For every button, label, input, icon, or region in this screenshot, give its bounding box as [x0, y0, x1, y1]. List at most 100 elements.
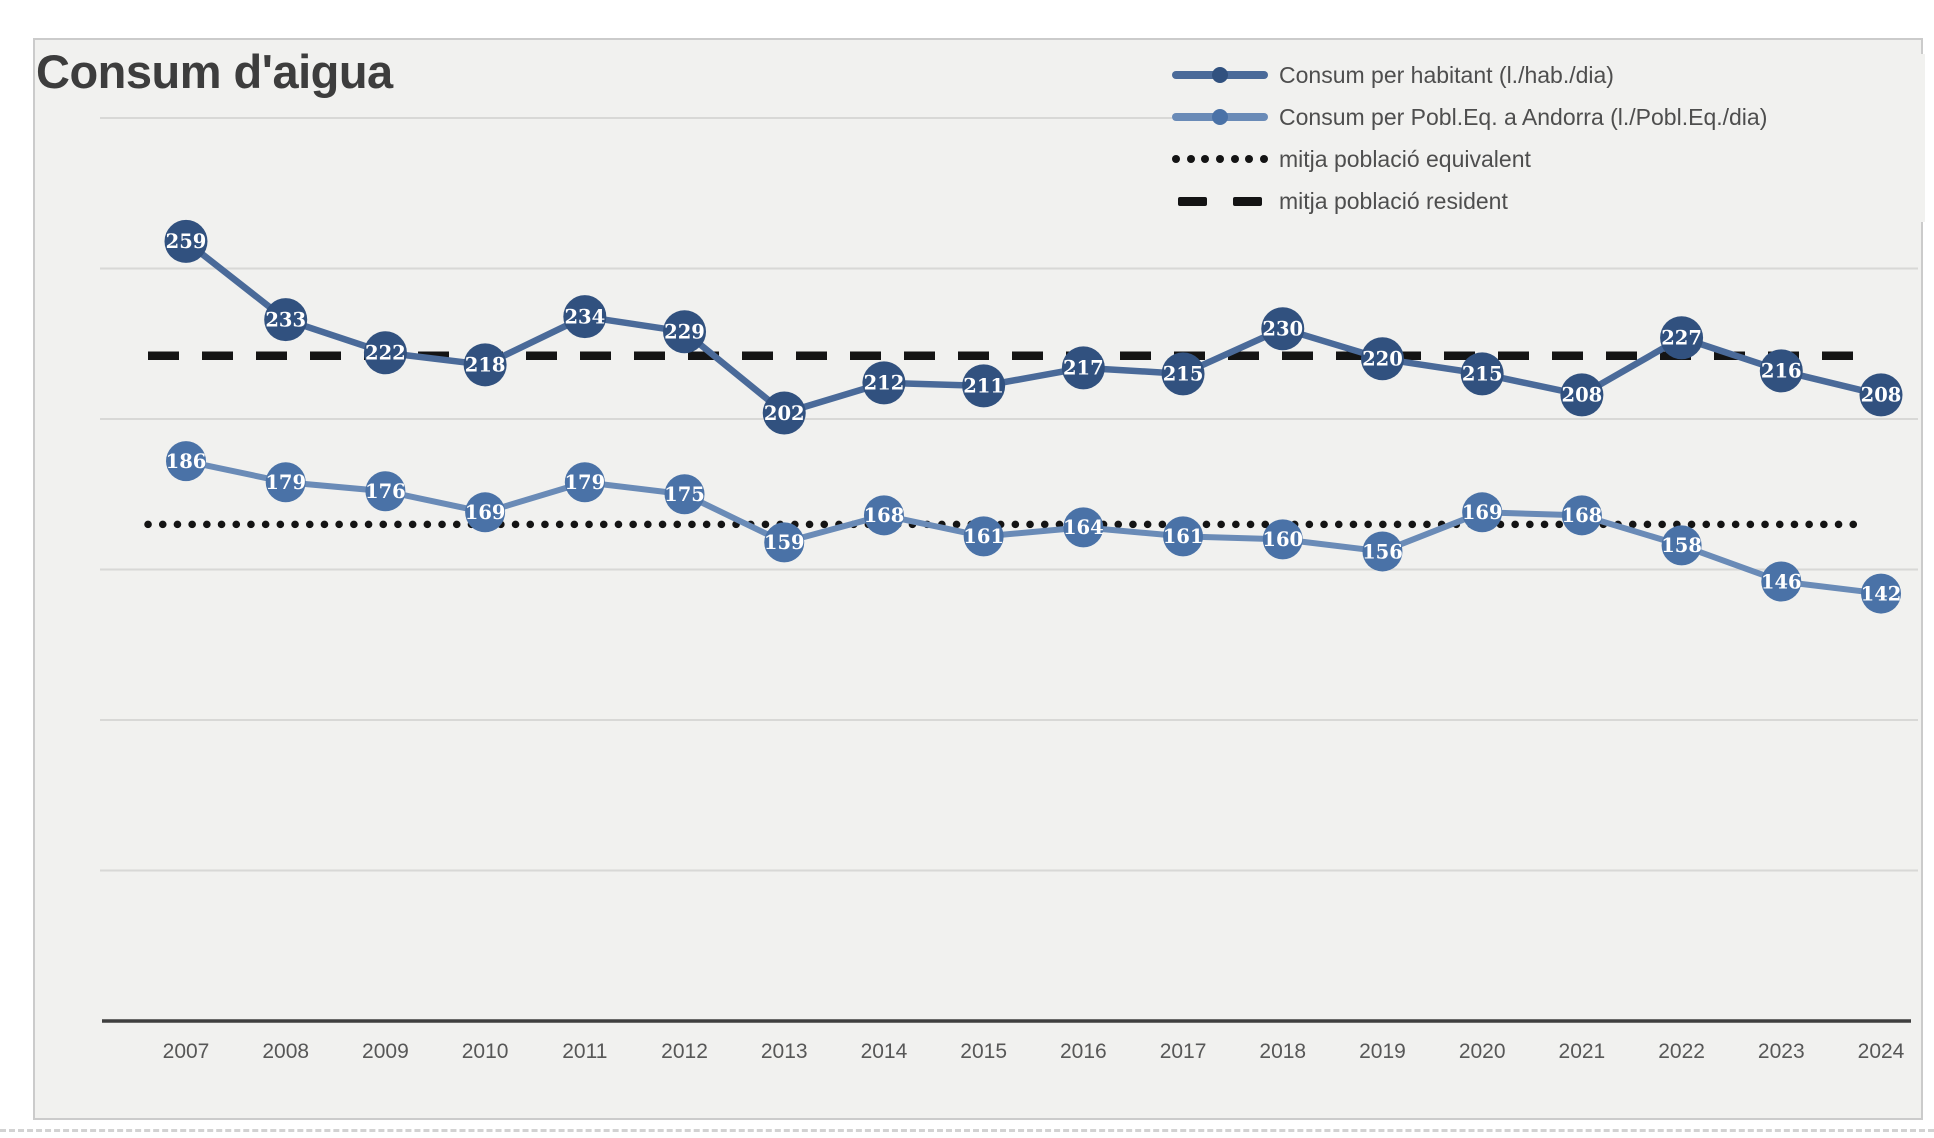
data-point-marker	[762, 391, 806, 435]
data-point-marker	[862, 361, 906, 405]
data-point-label: 159	[764, 531, 805, 554]
data-point-marker	[664, 474, 705, 515]
data-point-label: 169	[465, 501, 506, 524]
data-point-marker	[1262, 519, 1303, 560]
dotted-line-swatch-icon	[1172, 150, 1268, 168]
line-marker-swatch-icon	[1172, 66, 1268, 84]
data-point-label: 212	[864, 372, 905, 395]
legend-marker-icon	[1212, 67, 1228, 83]
data-point-label: 161	[963, 525, 1004, 548]
data-point-label: 215	[1163, 363, 1204, 386]
data-point-marker	[1462, 492, 1503, 533]
data-point-label: 215	[1462, 363, 1503, 386]
data-point-label: 175	[664, 483, 705, 506]
x-axis-label: 2017	[1160, 1040, 1207, 1063]
data-point-label: 156	[1362, 540, 1403, 563]
x-axis-label: 2014	[861, 1040, 908, 1063]
data-point-label: 176	[365, 480, 406, 503]
data-point-marker	[663, 310, 707, 354]
data-point-marker	[1360, 337, 1404, 381]
line-marker-swatch-icon	[1172, 108, 1268, 126]
data-point-label: 179	[564, 471, 605, 494]
data-point-marker	[1660, 316, 1704, 360]
x-axis-label: 2012	[661, 1040, 708, 1063]
data-point-label: 222	[365, 342, 406, 365]
data-point-marker	[1661, 525, 1702, 566]
data-point-marker	[1161, 352, 1205, 396]
x-axis-label: 2020	[1459, 1040, 1506, 1063]
data-point-label: 208	[1861, 384, 1902, 407]
x-axis-label: 2024	[1858, 1040, 1905, 1063]
data-point-label: 186	[166, 450, 207, 473]
data-point-label: 142	[1861, 582, 1902, 605]
chart-title: Consum d'aigua	[36, 45, 393, 98]
data-point-label: 158	[1661, 534, 1702, 557]
data-point-marker	[1761, 561, 1802, 602]
dashed-line-swatch-icon	[1172, 192, 1268, 210]
legend-label: mitja població equivalent	[1279, 145, 1531, 172]
data-point-marker	[1861, 573, 1901, 614]
x-axis-label: 2018	[1259, 1040, 1306, 1063]
x-axis-label: 2023	[1758, 1040, 1805, 1063]
x-axis-label: 2010	[462, 1040, 509, 1063]
data-point-marker	[463, 343, 507, 387]
data-point-marker	[1061, 346, 1105, 390]
page-bottom-divider	[0, 1129, 1934, 1132]
data-point-marker	[363, 331, 407, 375]
legend-marker-icon	[1212, 109, 1228, 125]
data-point-marker	[265, 462, 306, 503]
data-point-label: 146	[1761, 570, 1802, 593]
x-axis-label: 2007	[163, 1040, 210, 1063]
data-point-label: 229	[664, 321, 705, 344]
x-axis-label: 2021	[1559, 1040, 1606, 1063]
data-point-label: 169	[1462, 501, 1503, 524]
data-point-marker	[1759, 349, 1803, 393]
data-point-label: 202	[764, 402, 805, 425]
data-point-label: 164	[1063, 516, 1104, 539]
legend-item-mitja-resident: mitja població resident	[1172, 180, 1925, 222]
x-axis-label: 2011	[562, 1040, 607, 1063]
data-point-marker	[863, 495, 904, 536]
data-point-marker	[1063, 507, 1104, 548]
data-point-label: 216	[1761, 360, 1802, 383]
data-point-marker	[1362, 531, 1403, 572]
x-axis-label: 2015	[960, 1040, 1007, 1063]
series-line-1	[182, 238, 1885, 417]
data-point-marker	[1163, 516, 1204, 557]
x-axis-label: 2013	[761, 1040, 808, 1063]
legend-item-consum-pobl-eq: Consum per Pobl.Eq. a Andorra (l./Pobl.E…	[1172, 96, 1925, 138]
data-point-marker	[1460, 352, 1504, 396]
legend-label: mitja població resident	[1279, 187, 1508, 214]
data-point-label: 259	[166, 230, 207, 253]
data-point-marker	[164, 219, 208, 263]
data-point-marker	[764, 522, 805, 563]
data-point-marker	[962, 364, 1006, 408]
data-point-label: 220	[1362, 348, 1403, 371]
data-point-label: 234	[564, 305, 605, 328]
x-axis-label: 2008	[262, 1040, 309, 1063]
legend-item-mitja-equivalent: mitja població equivalent	[1172, 138, 1925, 180]
data-point-marker	[465, 492, 506, 533]
legend-item-consum-habitant: Consum per habitant (l./hab./dia)	[1172, 54, 1925, 96]
data-point-label: 160	[1262, 528, 1303, 551]
data-point-marker	[1561, 495, 1602, 536]
x-axis-label: 2009	[362, 1040, 409, 1063]
data-point-label: 233	[265, 308, 306, 331]
data-point-label: 168	[1562, 504, 1603, 527]
x-axis-label: 2019	[1359, 1040, 1406, 1063]
data-point-marker	[264, 298, 308, 342]
data-point-label: 227	[1661, 327, 1702, 350]
legend-label: Consum per habitant (l./hab./dia)	[1279, 61, 1614, 88]
data-point-marker	[564, 462, 605, 503]
data-point-label: 211	[963, 375, 1004, 398]
data-point-label: 208	[1562, 384, 1603, 407]
data-point-marker	[563, 295, 607, 339]
legend-label: Consum per Pobl.Eq. a Andorra (l./Pobl.E…	[1279, 103, 1768, 130]
x-axis-label: 2016	[1060, 1040, 1107, 1063]
data-point-label: 179	[265, 471, 306, 494]
x-axis-label: 2022	[1658, 1040, 1705, 1063]
data-point-marker	[365, 471, 406, 512]
data-point-label: 217	[1063, 357, 1104, 380]
data-point-label: 168	[864, 504, 905, 527]
